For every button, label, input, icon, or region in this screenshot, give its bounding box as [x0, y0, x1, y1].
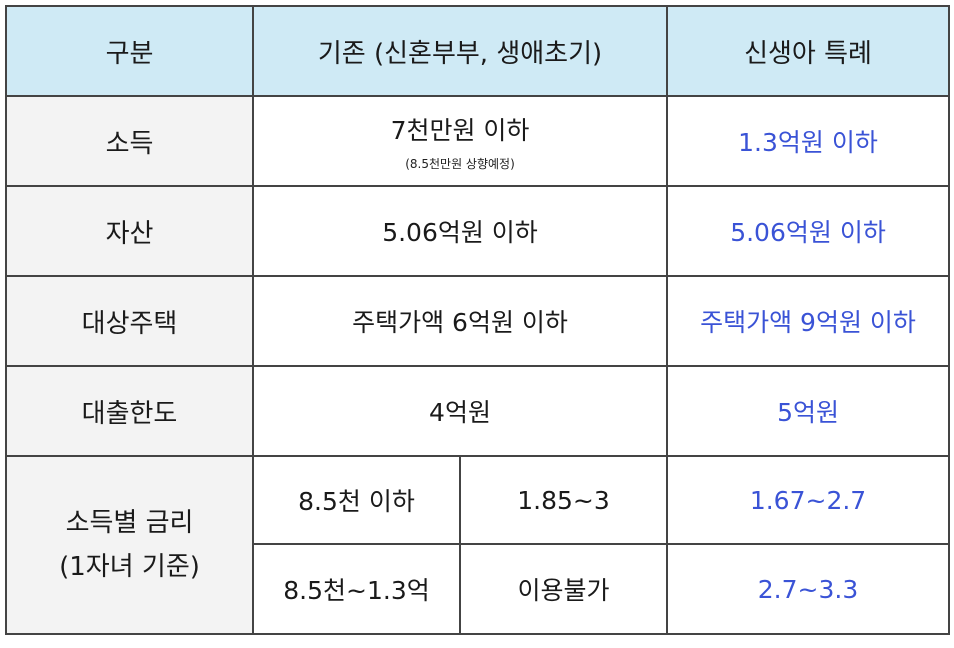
rate-tier-1-special: 1.67~2.7 — [666, 455, 951, 545]
housing-label: 대상주택 — [5, 275, 254, 367]
row-rate-tier-2: 8.5천~1.3억 이용불가 2.7~3.3 — [6, 543, 951, 635]
rate-tier-2-special: 2.7~3.3 — [666, 543, 951, 635]
income-label: 소득 — [5, 95, 254, 187]
income-existing-note: (8.5천만원 상향예정) — [405, 156, 515, 171]
income-existing-cell: 7천만원 이하 (8.5천만원 상향예정) — [251, 95, 669, 187]
row-loan-limit: 대출한도 4억원 5억원 — [5, 365, 951, 457]
rate-tier-2-income: 8.5천~1.3억 — [252, 543, 461, 635]
header-existing: 기존 (신혼부부, 생애초기) — [251, 5, 669, 97]
row-income: 소득 7천만원 이하 (8.5천만원 상향예정) 1.3억원 이하 — [5, 95, 951, 187]
rate-label-line2: (1자녀 기준) — [59, 552, 200, 582]
assets-existing: 5.06억원 이하 — [251, 185, 669, 277]
loan-comparison-table: 구분 기존 (신혼부부, 생애초기) 신생아 특례 소득 7천만원 이하 (8.… — [5, 5, 951, 635]
rate-label: 소득별 금리 (1자녀 기준) — [5, 455, 254, 635]
rate-tier-1-existing: 1.85~3 — [458, 455, 669, 545]
rate-tier-1-income: 8.5천 이하 — [252, 455, 461, 545]
income-special: 1.3억원 이하 — [666, 95, 951, 187]
row-rate-tier-1: 소득별 금리 (1자녀 기준) 8.5천 이하 1.85~3 1.67~2.7 — [5, 455, 951, 635]
loan-limit-existing: 4억원 — [251, 365, 669, 457]
loan-limit-special: 5억원 — [666, 365, 951, 457]
income-existing: 7천만원 이하 — [390, 115, 530, 145]
rate-label-line1: 소득별 금리 — [65, 508, 194, 538]
loan-limit-label: 대출한도 — [5, 365, 254, 457]
assets-label: 자산 — [5, 185, 254, 277]
header-category: 구분 — [5, 5, 254, 97]
rate-tier-2-existing: 이용불가 — [458, 543, 669, 635]
assets-special: 5.06억원 이하 — [666, 185, 951, 277]
row-housing: 대상주택 주택가액 6억원 이하 주택가액 9억원 이하 — [5, 275, 951, 367]
housing-existing: 주택가액 6억원 이하 — [251, 275, 669, 367]
header-row: 구분 기존 (신혼부부, 생애초기) 신생아 특례 — [5, 5, 951, 97]
row-assets: 자산 5.06억원 이하 5.06억원 이하 — [5, 185, 951, 277]
housing-special: 주택가액 9억원 이하 — [666, 275, 951, 367]
header-special: 신생아 특례 — [666, 5, 951, 97]
